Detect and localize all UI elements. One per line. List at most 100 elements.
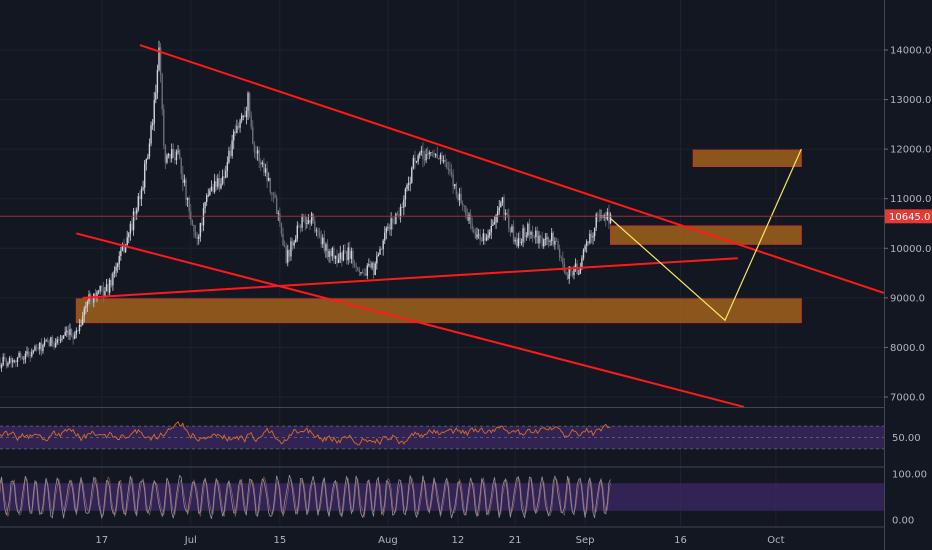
candle-body <box>404 188 407 200</box>
price-zone <box>692 149 802 167</box>
candle-body <box>109 279 111 293</box>
candle-body <box>77 330 79 332</box>
candle-body <box>543 239 545 247</box>
candle-body <box>371 262 373 268</box>
candle-body <box>295 238 297 243</box>
candle-body <box>145 158 147 164</box>
trendline <box>76 232 745 408</box>
candle-body <box>530 232 532 235</box>
candle-body <box>260 161 262 165</box>
candle-body <box>279 213 281 223</box>
candle-body <box>379 249 381 255</box>
candle-body <box>441 154 443 162</box>
candle-body <box>589 233 591 244</box>
candle-body <box>544 238 547 240</box>
candle-body <box>258 150 260 162</box>
candle-body <box>428 152 430 155</box>
candle-body <box>552 232 554 245</box>
time-axis[interactable]: 17 Jul 15 Aug 12 21 Sep 16 Oct <box>95 535 784 546</box>
candle-body <box>113 270 116 274</box>
candle-body <box>417 155 419 162</box>
candle-body <box>488 232 491 236</box>
candlesticks <box>0 40 612 372</box>
time-tick-label: Aug <box>378 535 398 546</box>
candle-body <box>446 162 448 168</box>
candle-body <box>74 334 76 339</box>
candle-body <box>233 131 235 141</box>
candle-body <box>107 284 109 293</box>
candle-body <box>104 291 106 297</box>
candle-body <box>361 271 364 274</box>
candle-body <box>384 232 386 241</box>
candle-body <box>123 244 125 253</box>
stochastic-pane[interactable] <box>0 474 884 520</box>
candle-body <box>296 225 299 239</box>
candle-body <box>15 360 17 363</box>
candle-body <box>167 153 170 156</box>
candle-body <box>466 215 469 221</box>
candle-body <box>560 257 562 259</box>
candle-body <box>533 237 535 238</box>
candle-body <box>353 263 356 266</box>
candle-body <box>46 340 49 342</box>
candle-body <box>520 241 523 244</box>
candle-body <box>51 337 54 344</box>
candle-body <box>372 262 375 276</box>
candle-body <box>237 125 240 128</box>
candle-body <box>439 154 442 159</box>
candle-body <box>565 271 567 275</box>
candle-body <box>223 176 225 178</box>
candle-body <box>485 237 488 241</box>
candle-body <box>581 258 583 268</box>
candle-body <box>454 184 456 187</box>
candle-body <box>183 179 186 183</box>
candle-body <box>212 186 214 192</box>
candle-body <box>433 153 435 156</box>
candle-body <box>221 176 224 184</box>
candle-body <box>120 250 122 256</box>
candle-body <box>597 214 599 216</box>
candle-body <box>444 160 446 163</box>
candle-body <box>368 264 370 266</box>
candle-body <box>500 202 502 208</box>
candle-body <box>430 152 432 154</box>
candle-body <box>393 222 396 224</box>
candle-body <box>193 224 195 232</box>
candle-body <box>48 340 50 347</box>
candle-body <box>225 170 227 178</box>
candle-body <box>45 340 47 342</box>
candle-body <box>102 288 105 297</box>
candle-body <box>19 352 22 357</box>
candle-body <box>31 351 33 357</box>
candle-body <box>539 235 542 238</box>
candle-body <box>312 213 314 221</box>
candle-body <box>492 224 494 226</box>
candle-body <box>584 245 586 250</box>
candle-body <box>164 145 167 163</box>
candle-body <box>337 259 340 263</box>
candle-body <box>419 152 421 156</box>
candle-body <box>407 183 410 185</box>
candle-body <box>5 358 8 366</box>
rsi-pane[interactable] <box>0 421 884 450</box>
candle-body <box>549 241 551 242</box>
price-axis[interactable]: 7000.0 8000.0 9000.0 10000.0 11000.0 12000.0 1… <box>884 0 932 550</box>
rsi-line <box>0 421 611 446</box>
price-axis-background <box>885 0 932 550</box>
candle-body <box>239 120 241 128</box>
candle-body <box>557 241 559 249</box>
candle-body <box>236 125 238 133</box>
candle-body <box>80 324 82 326</box>
candle-body <box>425 153 427 161</box>
candle-body <box>450 171 453 175</box>
time-tick-label: Oct <box>767 535 784 546</box>
candle-body <box>159 47 162 75</box>
candle-body <box>204 201 206 208</box>
candle-body <box>358 269 361 273</box>
candle-body <box>132 211 135 231</box>
candle-body <box>91 302 93 303</box>
main-price-pane[interactable] <box>0 40 885 408</box>
candle-body <box>231 140 233 156</box>
